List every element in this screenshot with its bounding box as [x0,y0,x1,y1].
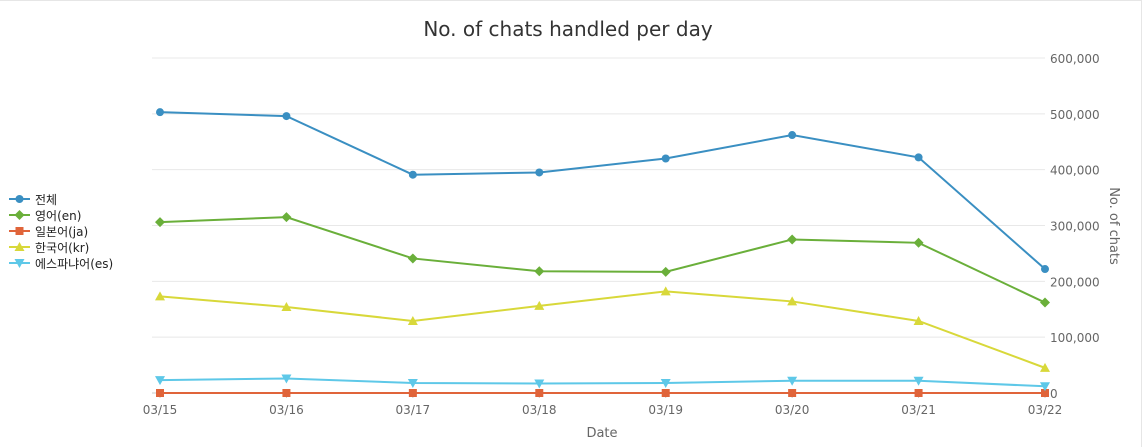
data-point[interactable] [1040,297,1050,308]
x-tick-label: 03/19 [648,403,683,417]
series-line [159,111,1046,270]
x-tick-label: 03/22 [1028,403,1063,417]
data-point[interactable] [535,168,544,177]
data-point[interactable] [1040,382,1050,392]
data-point[interactable] [661,389,670,397]
data-point[interactable] [156,389,164,397]
x-tick-label: 03/20 [775,403,810,417]
legend-swatch-icon [9,210,30,220]
data-point[interactable] [913,376,924,386]
data-point[interactable] [660,378,671,388]
data-point[interactable] [407,253,418,264]
y-tick-label: 200,000 [1050,275,1100,289]
data-point[interactable] [407,315,418,325]
data-point[interactable] [535,389,544,397]
data-point[interactable] [407,378,418,388]
y-axis-ticks: 0 100,000 200,000 300,000 400,000 500,000 600,… [1050,52,1100,401]
data-point[interactable] [913,315,924,325]
legend-swatch-icon [9,259,30,268]
data-point[interactable] [282,389,291,397]
data-point[interactable] [155,291,165,301]
data-point[interactable] [660,266,671,277]
data-point[interactable] [534,266,545,277]
y-tick-label: 400,000 [1050,164,1100,178]
data-point[interactable] [787,296,798,306]
data-point[interactable] [156,108,164,117]
y-axis-title: No. of chats [1106,187,1121,265]
data-point[interactable] [1041,265,1049,274]
x-tick-label: 03/17 [396,403,431,417]
legend-swatch-icon [9,227,30,235]
legend-item[interactable]: 한국어(kr) [8,239,113,255]
legend-swatch-icon [9,195,30,203]
data-point[interactable] [661,154,670,163]
data-point[interactable] [281,374,292,384]
data-point[interactable] [788,131,797,140]
data-point[interactable] [155,217,165,228]
legend-item[interactable]: 영어(en) [8,207,113,223]
series-lines [155,108,1050,397]
data-point[interactable] [1041,389,1049,397]
legend-item[interactable]: 일본어(ja) [8,223,113,239]
series-group [155,374,1050,392]
x-tick-label: 03/15 [143,403,178,417]
data-point[interactable] [408,389,417,397]
y-tick-label: 300,000 [1050,220,1100,234]
series-line [159,216,1046,304]
series-group [156,389,1049,397]
data-point[interactable] [534,300,545,310]
series-line [159,290,1046,369]
data-point[interactable] [281,212,292,223]
grid-lines [152,57,1045,338]
legend-label: 한국어(kr) [35,240,90,255]
data-point[interactable] [914,389,923,397]
series-group [156,108,1049,274]
data-point[interactable] [1040,362,1050,372]
chart-title: No. of chats handled per day [423,17,712,41]
x-axis: 03/15 03/16 03/17 03/18 03/19 03/20 03/21 03/22 [143,392,1063,417]
y-tick-label: 500,000 [1050,108,1100,122]
chart-legend: 전체 영어(en) 일본어(ja) 한국어(kr) 에스파냐어(es) [8,191,113,271]
legend-swatch-icon [9,242,30,251]
data-point[interactable] [282,112,291,121]
x-tick-label: 03/18 [522,403,557,417]
legend-label: 전체 [35,192,58,207]
data-point[interactable] [788,389,797,397]
series-group [155,212,1050,308]
data-point[interactable] [534,379,545,389]
y-tick-label: 100,000 [1050,331,1100,345]
data-point[interactable] [660,286,671,296]
data-point[interactable] [408,170,417,179]
legend-label: 에스파냐어(es) [35,256,114,271]
series-line [159,377,1046,388]
legend-label: 영어(en) [35,208,82,223]
legend-item[interactable]: 에스파냐어(es) [8,255,113,271]
y-tick-label: 600,000 [1050,52,1100,66]
x-tick-label: 03/16 [269,403,304,417]
data-point[interactable] [913,237,924,248]
x-axis-title: Date [586,426,617,441]
data-point[interactable] [914,153,923,162]
data-point[interactable] [155,376,165,386]
y-tick-label: 0 [1050,387,1058,401]
x-tick-label: 03/21 [901,403,936,417]
legend-label: 일본어(ja) [35,224,89,239]
legend-item[interactable]: 전체 [8,191,113,207]
series-group [155,286,1050,372]
data-point[interactable] [787,234,798,245]
data-point[interactable] [281,302,292,312]
data-point[interactable] [787,376,798,386]
